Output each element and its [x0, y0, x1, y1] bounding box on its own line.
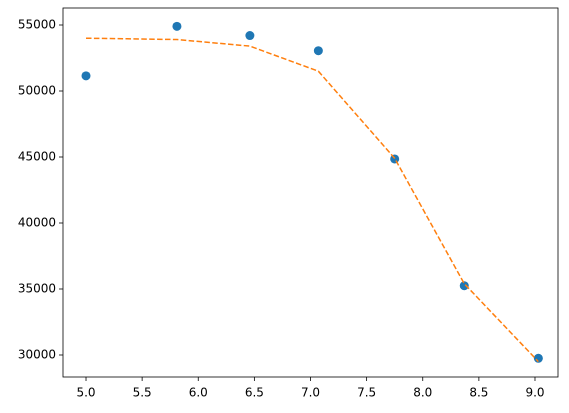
y-tick-label: 45000: [18, 149, 56, 163]
x-tick-label: 7.5: [357, 386, 376, 400]
x-tick-label: 8.5: [469, 386, 488, 400]
y-tick-label: 50000: [18, 84, 56, 98]
point: [81, 71, 91, 81]
point: [245, 31, 255, 41]
x-tick-label: 6.0: [189, 386, 208, 400]
x-tick-label: 9.0: [525, 386, 544, 400]
x-tick-label: 8.0: [413, 386, 432, 400]
point: [313, 46, 323, 56]
x-tick-label: 5.0: [76, 386, 95, 400]
point: [533, 353, 543, 363]
line: [85, 37, 539, 363]
y-tick-label: 55000: [18, 18, 56, 32]
point: [459, 281, 469, 291]
y-tick-label: 35000: [18, 281, 56, 295]
y-tick-label: 40000: [18, 215, 56, 229]
plot-frame: [62, 7, 559, 378]
x-tick-label: 5.5: [133, 386, 152, 400]
point: [172, 21, 182, 31]
y-tick-label: 30000: [18, 347, 56, 361]
x-tick-label: 7.0: [301, 386, 320, 400]
x-tick-label: 6.5: [245, 386, 264, 400]
